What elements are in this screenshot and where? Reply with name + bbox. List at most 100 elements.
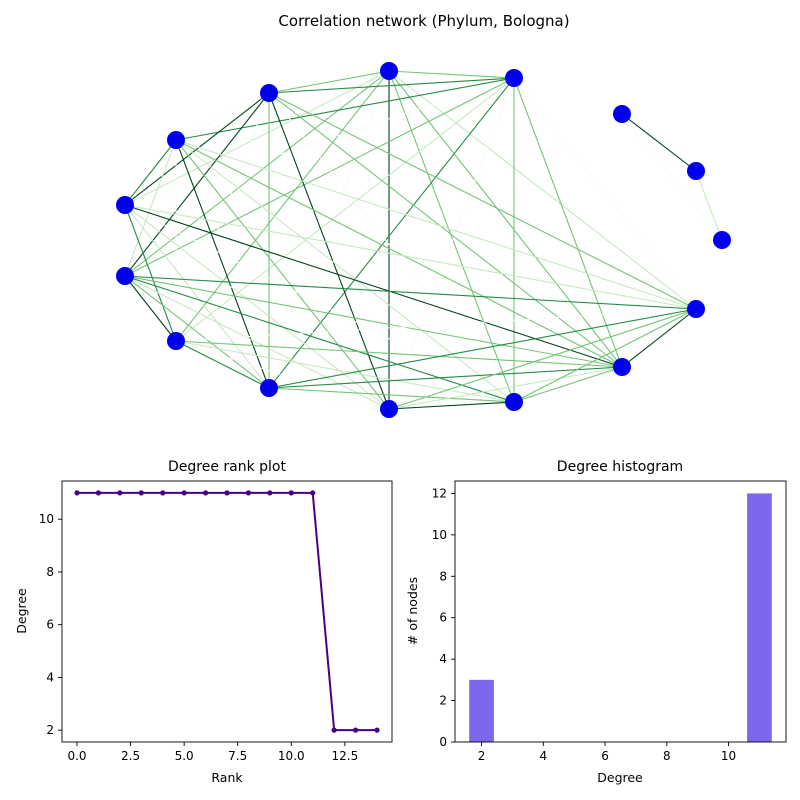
network-edge-57 xyxy=(268,387,515,403)
network-edge-34 xyxy=(175,139,390,410)
rank-plot-title: Degree rank plot xyxy=(168,459,287,475)
histogram-bar-11 xyxy=(747,493,772,742)
network-node-11 xyxy=(687,300,705,318)
network-edge-40 xyxy=(124,204,270,389)
network-node-3 xyxy=(167,131,185,149)
network-edge-65 xyxy=(621,308,697,368)
network-edge-29 xyxy=(268,92,697,310)
degree-rank-plot: Degree rank plot 0.0 2.5 5.0 7.5 10.0 12.5 2 4 6… xyxy=(14,459,393,785)
network-edges xyxy=(124,70,723,410)
network-node-14 xyxy=(713,231,731,249)
network-edge-10 xyxy=(388,70,697,310)
network-edge-42 xyxy=(124,204,515,403)
network-edge-20 xyxy=(513,77,697,310)
histogram-title: Degree histogram xyxy=(557,459,683,475)
network-edge-36 xyxy=(175,139,623,368)
network-edge-28 xyxy=(268,92,623,368)
network-edge-3 xyxy=(124,70,390,206)
rank-point-10 xyxy=(288,490,294,496)
rank-plot-ylabel: Degree xyxy=(14,588,29,634)
rank-point-13 xyxy=(352,727,359,733)
network-node-8 xyxy=(380,400,398,418)
histogram-ytick-label-3: 6 xyxy=(439,611,447,625)
rank-point-9 xyxy=(267,490,273,496)
histogram-bars xyxy=(469,493,772,742)
rank-point-7 xyxy=(224,490,230,496)
network-node-5 xyxy=(116,267,134,285)
network-node-10 xyxy=(613,358,631,376)
network-edge-67 xyxy=(621,113,723,241)
rank-xtick-label-2: 5.0 xyxy=(175,749,194,763)
network-edge-62 xyxy=(388,308,697,410)
rank-plot-axes xyxy=(61,480,393,743)
network-edge-8 xyxy=(388,70,515,403)
network-edge-0 xyxy=(388,70,515,79)
network-edge-68 xyxy=(695,170,723,241)
network-edge-33 xyxy=(175,139,270,389)
histogram-ytick-label-6: 12 xyxy=(432,486,447,500)
rank-point-4 xyxy=(160,490,166,496)
network-edge-22 xyxy=(124,92,270,206)
network-edge-24 xyxy=(175,92,270,342)
rank-plot-ticks: 0.0 2.5 5.0 7.5 10.0 12.5 2 4 6 8 10 xyxy=(39,512,358,763)
network-edge-55 xyxy=(175,308,697,342)
network-edge-47 xyxy=(124,275,390,410)
network-edge-64 xyxy=(513,308,697,403)
histogram-ytick-label-1: 2 xyxy=(439,694,447,708)
network-nodes xyxy=(116,62,731,418)
rank-point-1 xyxy=(95,490,102,496)
network-edge-37 xyxy=(175,139,697,310)
network-edge-63 xyxy=(513,366,623,403)
network-edge-48 xyxy=(124,275,515,403)
histogram-axes xyxy=(454,480,787,743)
network-node-12 xyxy=(613,105,631,123)
rank-point-8 xyxy=(245,490,252,496)
network-edge-21 xyxy=(175,92,270,141)
network-edge-46 xyxy=(124,275,270,389)
network-edge-54 xyxy=(175,340,623,368)
rank-xtick-label-5: 12.5 xyxy=(331,749,358,763)
network-edge-6 xyxy=(268,70,390,389)
network-edge-5 xyxy=(175,70,390,342)
network-edge-43 xyxy=(124,204,623,368)
histogram-xtick-label-2: 6 xyxy=(601,749,609,763)
network-edge-60 xyxy=(388,401,515,410)
rank-xtick-label-3: 7.5 xyxy=(228,749,247,763)
network-edge-41 xyxy=(124,204,390,410)
rank-point-11 xyxy=(310,490,316,496)
histogram-xlabel: Degree xyxy=(597,770,643,785)
network-edge-17 xyxy=(388,77,515,410)
network-node-0 xyxy=(380,62,398,80)
network-edge-66 xyxy=(621,113,697,172)
rank-point-3 xyxy=(138,490,144,496)
network-edge-35 xyxy=(175,139,515,403)
rank-xtick-label-4: 10.0 xyxy=(278,749,305,763)
histogram-ytick-label-2: 4 xyxy=(439,652,447,666)
network-edge-14 xyxy=(124,77,515,277)
network-edge-44 xyxy=(124,204,697,310)
network-edge-13 xyxy=(124,77,515,206)
network-node-9 xyxy=(505,393,523,411)
network-edge-23 xyxy=(124,92,270,277)
histogram-bar-2 xyxy=(469,679,494,742)
network-edge-49 xyxy=(124,275,623,368)
rank-point-0 xyxy=(74,490,80,496)
network-node-13 xyxy=(687,162,705,180)
network-edge-50 xyxy=(124,275,697,310)
network-panel: Correlation network (Phylum, Bologna) xyxy=(116,12,731,418)
network-edge-26 xyxy=(268,92,390,410)
rank-point-2 xyxy=(117,490,123,496)
histogram-ticks: 2 4 6 8 10 0 2 4 6 8 10 12 xyxy=(432,486,736,763)
rank-point-5 xyxy=(181,490,187,496)
rank-point-12 xyxy=(331,727,337,733)
network-edge-58 xyxy=(268,366,623,389)
network-title: Correlation network (Phylum, Bologna) xyxy=(278,12,569,30)
network-edge-2 xyxy=(175,70,390,141)
network-edge-1 xyxy=(268,70,390,94)
network-edge-19 xyxy=(513,77,623,368)
rank-point-6 xyxy=(202,490,209,496)
rank-ytick-label-1: 4 xyxy=(46,670,54,684)
network-node-1 xyxy=(505,69,523,87)
